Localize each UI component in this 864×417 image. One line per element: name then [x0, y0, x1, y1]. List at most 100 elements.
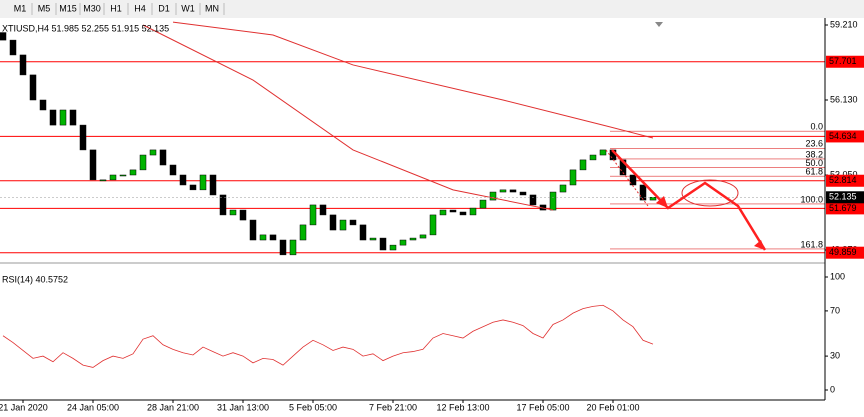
- timeframe-button[interactable]: H4: [134, 3, 146, 13]
- candle-body: [0, 32, 7, 41]
- candle-body: [519, 191, 527, 196]
- x-tick-label: 28 Jan 21:00: [147, 402, 199, 412]
- circle-mark: [681, 179, 739, 207]
- rsi-tick-label: 100: [830, 271, 845, 281]
- candle-body: [339, 219, 347, 231]
- candle-body: [629, 174, 637, 186]
- candle-body: [59, 109, 67, 126]
- candle-body: [179, 174, 187, 186]
- candle-body: [649, 197, 657, 201]
- x-tick-label: 31 Jan 13:00: [217, 402, 269, 412]
- candle-body: [509, 189, 517, 193]
- fib-label: 161.8: [800, 239, 823, 249]
- candle-body: [459, 211, 467, 216]
- moving-average: [142, 24, 554, 211]
- level-price-box: [826, 202, 864, 215]
- candle-body: [229, 209, 237, 216]
- timeframe-button[interactable]: M5: [38, 3, 51, 13]
- candle-body: [19, 54, 27, 76]
- x-tick-label: 5 Feb 05:00: [289, 402, 337, 412]
- candle-body: [489, 191, 497, 201]
- candle-body: [429, 214, 437, 236]
- arrow-head: [754, 240, 765, 250]
- fib-label: 61.8: [805, 167, 823, 177]
- candle-body: [39, 99, 47, 111]
- plot: [0, 21, 825, 368]
- x-tick-label: 17 Feb 05:00: [516, 402, 569, 412]
- candle-body: [249, 219, 257, 241]
- candle-body: [139, 154, 147, 171]
- arrow-head: [656, 196, 668, 208]
- candle-body: [329, 214, 337, 231]
- toolbar: M1 M5 M15 M30 H1 H4 D1 W1 MN: [0, 0, 864, 18]
- x-tick-label: 20 Feb 01:00: [586, 402, 639, 412]
- timeframe-button[interactable]: H1: [110, 3, 122, 13]
- x-tick-label: 12 Feb 13:00: [436, 402, 489, 412]
- candle-body: [209, 174, 217, 196]
- candle-body: [319, 204, 327, 216]
- level-price-box: [826, 246, 864, 259]
- candle-body: [399, 239, 407, 246]
- y-tick-label: 56.130: [830, 94, 858, 104]
- rsi-tick-label: 30: [830, 350, 840, 360]
- candle-body: [289, 239, 297, 256]
- timeframe-button[interactable]: M15: [59, 3, 77, 13]
- candle-body: [89, 149, 97, 181]
- candle-body: [69, 109, 77, 126]
- candle-body: [129, 169, 137, 176]
- scroll-marker: [655, 22, 663, 27]
- candle-body: [9, 39, 17, 56]
- fib-label: 50.0: [805, 158, 823, 168]
- fib-label: 38.2: [805, 149, 823, 159]
- candle-body: [419, 234, 427, 239]
- level-price-label: 54.634: [829, 131, 857, 141]
- candle-body: [639, 184, 647, 201]
- timeframe-button[interactable]: M1: [14, 3, 27, 13]
- timeframe-button[interactable]: MN: [205, 3, 219, 13]
- candle-body: [169, 164, 177, 176]
- candle-body: [219, 194, 227, 216]
- candle-body: [549, 191, 557, 211]
- candle-body: [559, 184, 567, 193]
- candle-body: [369, 237, 377, 241]
- chart-title: XTIUSD,H4 51.985 52.255 51.915 52.135: [2, 23, 169, 33]
- candle-body: [99, 179, 107, 182]
- y-tick-label: 59.210: [830, 19, 858, 29]
- annotation: [605, 149, 767, 251]
- rsi-line: [2, 304, 654, 368]
- candle-body: [239, 209, 247, 221]
- candle-body: [159, 149, 167, 166]
- level-price-box: [826, 174, 864, 187]
- level-price-box: [826, 130, 864, 143]
- candle-body: [499, 189, 507, 193]
- candle-body: [309, 204, 317, 226]
- x-tick-label: 24 Jan 05:00: [67, 402, 119, 412]
- rsi-tick-label: 0: [830, 384, 835, 394]
- candle-body: [439, 209, 447, 216]
- timeframe-button[interactable]: M30: [83, 3, 101, 13]
- candle-body: [279, 239, 287, 256]
- candle-body: [259, 234, 267, 241]
- level-price-label: 52.814: [829, 175, 857, 185]
- candle-body: [389, 244, 397, 251]
- timeframe-button[interactable]: D1: [158, 3, 170, 13]
- candle-body: [199, 174, 207, 191]
- candle-body: [469, 207, 477, 216]
- level-price-label: 51.679: [829, 203, 857, 213]
- candle-body: [49, 109, 57, 126]
- fib-label: 100.0: [800, 194, 823, 204]
- candle-body: [269, 234, 277, 241]
- candle-body: [359, 224, 367, 241]
- rsi-title: RSI(14) 40.5752: [2, 274, 68, 284]
- current-price-label: 52.135: [829, 192, 857, 202]
- candle-body: [529, 194, 537, 206]
- y-tick-label: 53.050: [830, 169, 858, 179]
- candle-body: [119, 174, 127, 177]
- level-price-label: 49.859: [829, 247, 857, 257]
- candle-body: [579, 159, 587, 171]
- current-price-box: [826, 191, 864, 204]
- candle-body: [449, 209, 457, 213]
- timeframe-button[interactable]: W1: [181, 3, 195, 13]
- candle-body: [599, 149, 607, 156]
